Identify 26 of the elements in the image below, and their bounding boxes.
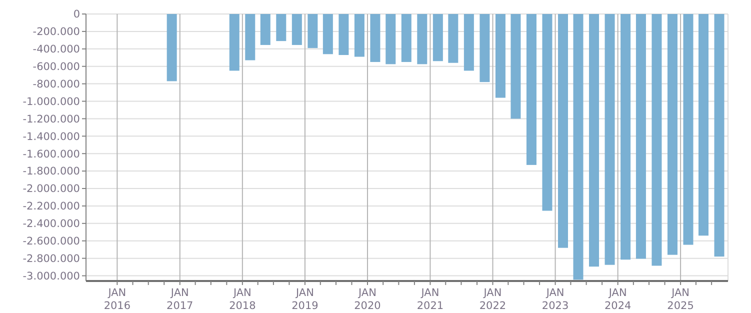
y-tick-label: -3.000.000: [22, 270, 80, 282]
y-tick-label: -1.400.000: [22, 130, 80, 143]
y-tick-label: -200.000: [32, 26, 80, 38]
y-tick-label: -1.000.000: [22, 96, 80, 108]
y-tick-label: -2.200.000: [22, 200, 80, 213]
x-tick-label: JAN 2019: [292, 287, 318, 312]
y-tick-label: -1.200.000: [22, 113, 80, 126]
x-tick-label: JAN 2024: [604, 287, 632, 312]
x-tick-label: JAN 2017: [166, 287, 194, 312]
y-tick-label: -600.000: [32, 61, 80, 74]
y-tick-label: -2.600.000: [22, 236, 80, 248]
x-tick-label: JAN 2023: [542, 287, 569, 312]
y-tick-label: -800.000: [32, 78, 80, 90]
x-tick-label: JAN 2021: [416, 287, 444, 312]
x-tick-label: JAN 2018: [229, 287, 256, 312]
y-tick-label: -1.800.000: [22, 166, 80, 178]
x-tick-label: JAN 2025: [667, 287, 694, 312]
y-tick-label: -2.400.000: [22, 218, 80, 230]
x-tick-label: JAN 2022: [479, 287, 506, 312]
y-tick-label: -400.000: [32, 44, 80, 56]
x-tick-label: JAN 2016: [104, 287, 131, 312]
y-tick-label: 0: [73, 8, 80, 21]
y-tick-label: -2.000.000: [22, 183, 80, 196]
y-tick-label: -1.600.000: [22, 148, 80, 160]
y-tick-label: -2.800.000: [22, 252, 80, 265]
x-tick-label: JAN 2020: [354, 287, 381, 312]
